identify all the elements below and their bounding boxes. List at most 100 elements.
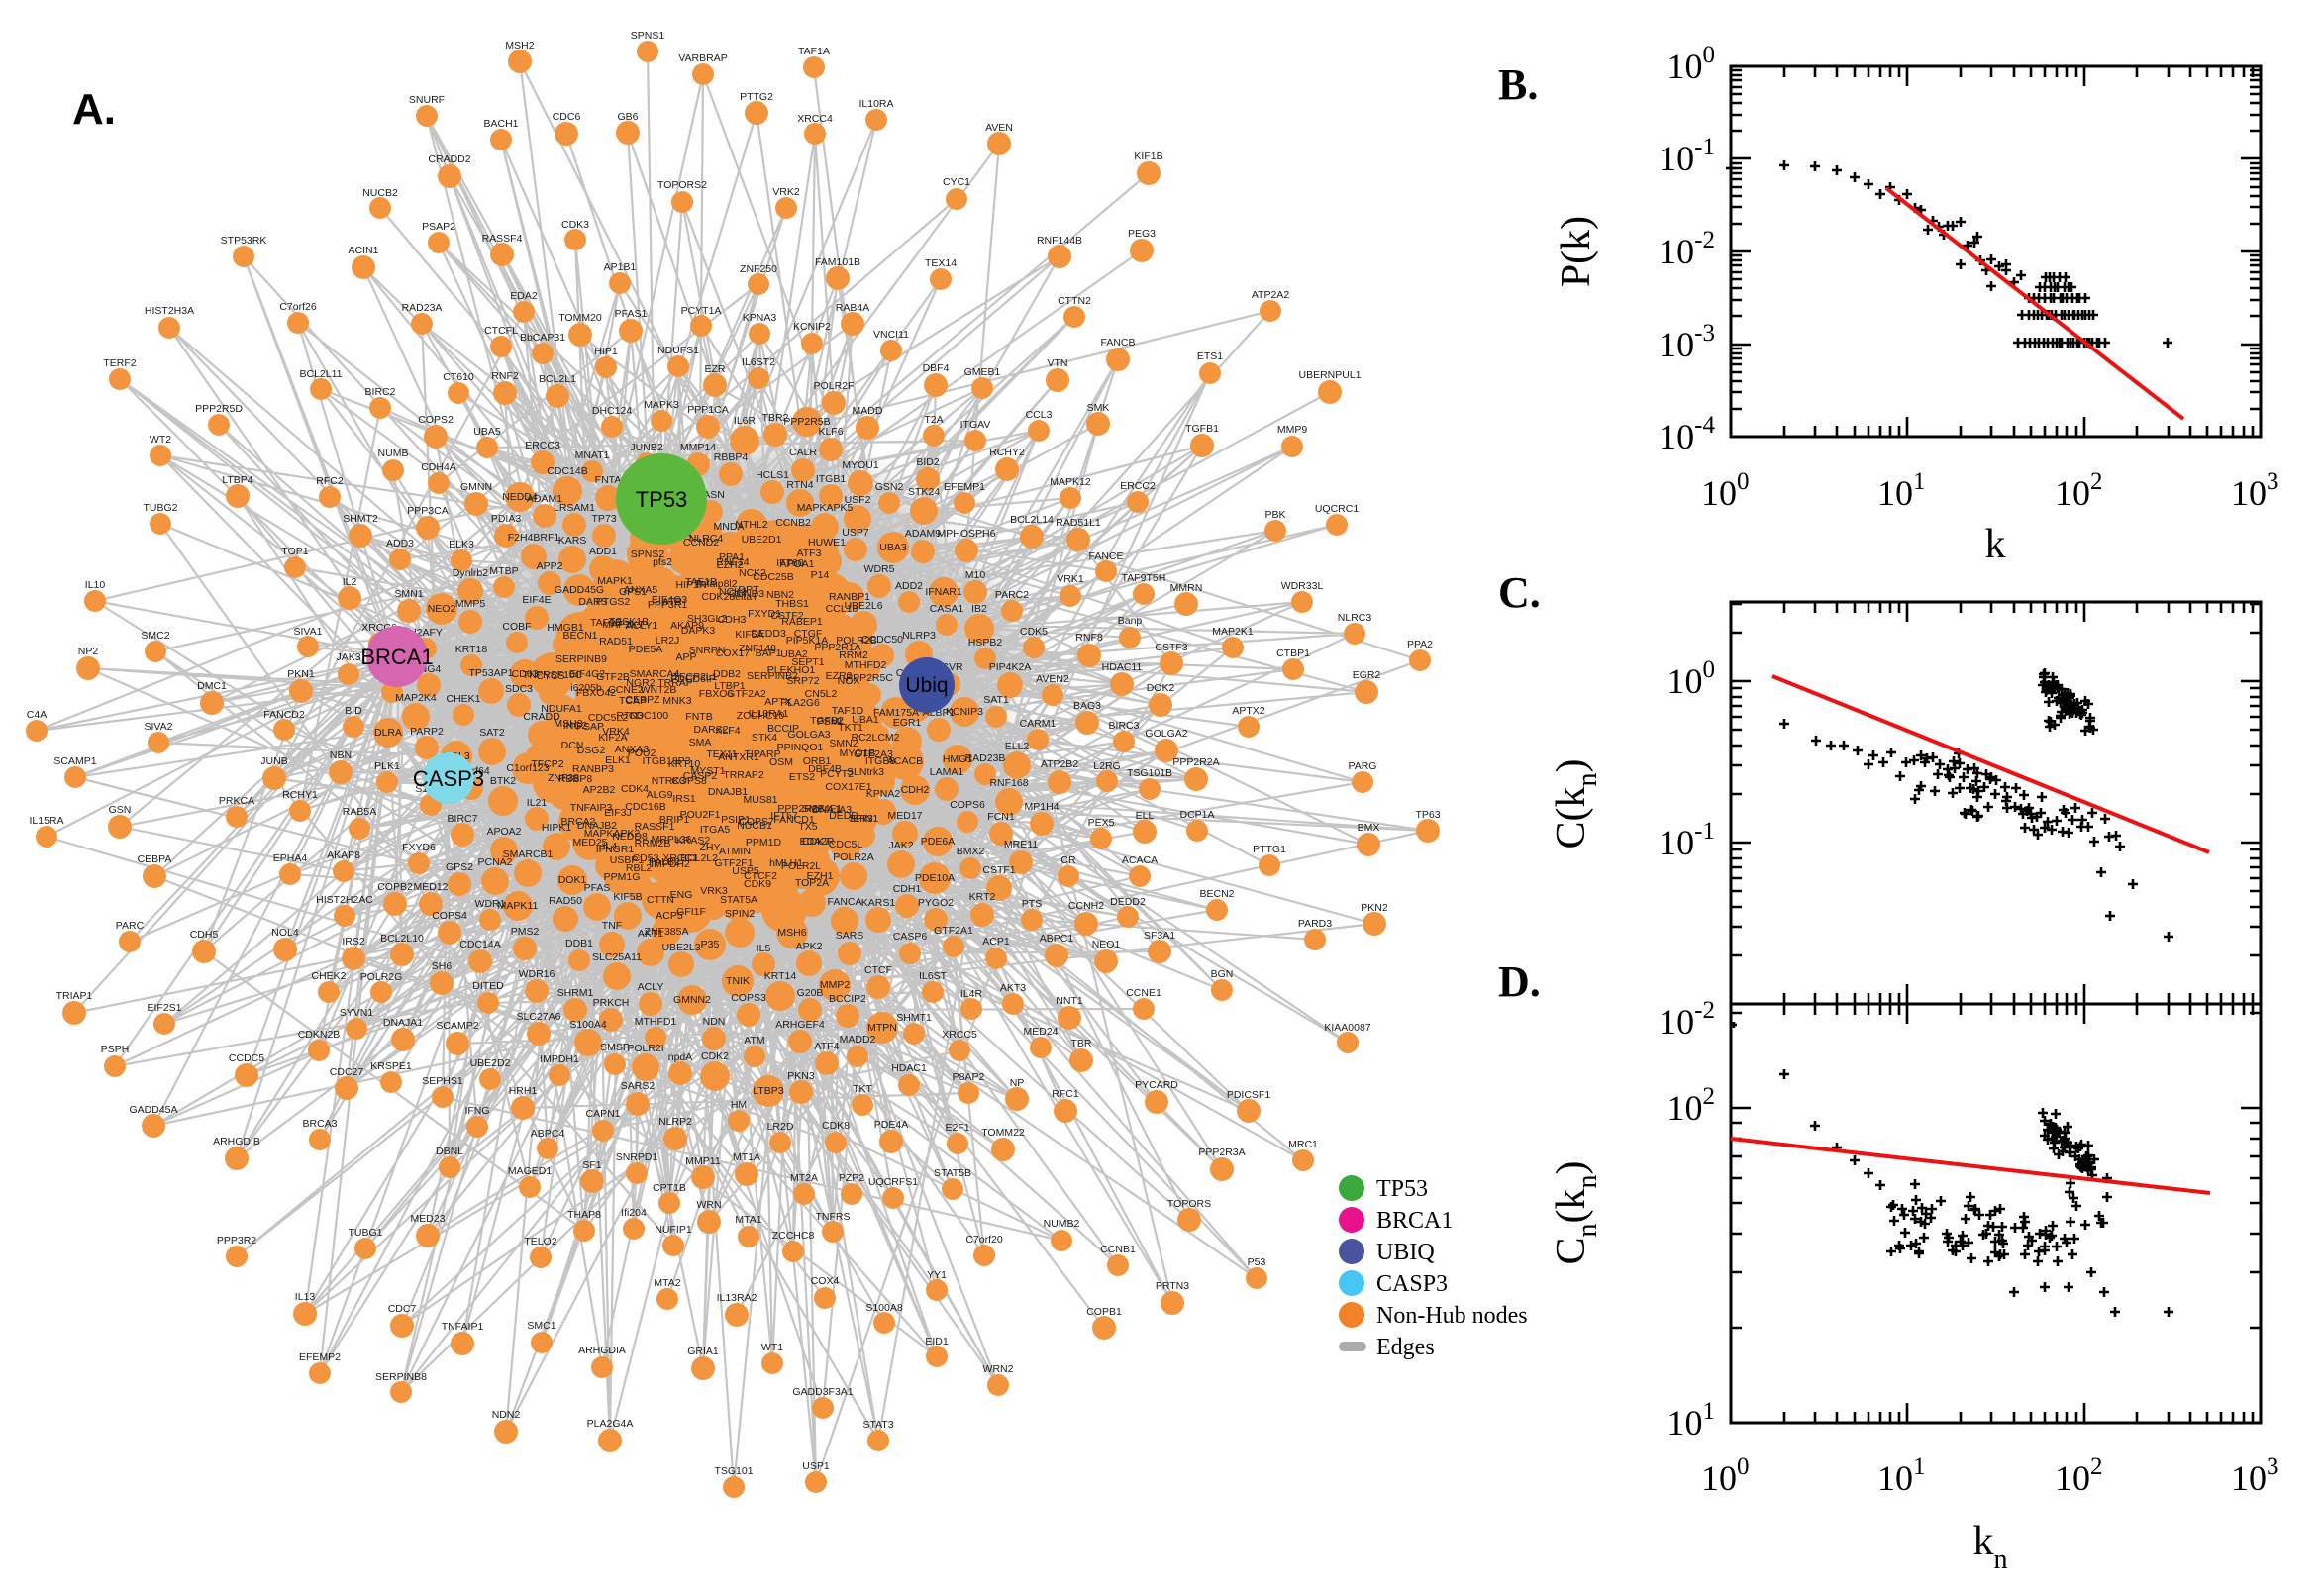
svg-text:PARG: PARG [1349, 760, 1377, 772]
svg-text:DEDD2: DEDD2 [1110, 896, 1146, 908]
svg-text:EZR: EZR [705, 363, 726, 375]
svg-text:EIF2S1: EIF2S1 [147, 1002, 181, 1014]
svg-text:WRN2: WRN2 [983, 1363, 1014, 1375]
svg-text:IFNG: IFNG [464, 1105, 489, 1117]
svg-text:SYVN1: SYVN1 [340, 1007, 374, 1019]
svg-text:GSN2: GSN2 [875, 481, 904, 493]
svg-text:PPP2R5B: PPP2R5B [783, 416, 830, 428]
svg-text:BRCA3: BRCA3 [302, 1118, 337, 1130]
svg-text:SMK: SMK [1087, 402, 1110, 414]
svg-text:ACLY1: ACLY1 [626, 620, 658, 632]
svg-text:P(k): P(k) [1554, 216, 1599, 287]
svg-text:XRCC5: XRCC5 [942, 1029, 977, 1041]
svg-text:ZNF38: ZNF38 [548, 772, 579, 784]
svg-text:UBA3: UBA3 [879, 542, 907, 553]
svg-text:MED17: MED17 [887, 810, 922, 822]
svg-text:RNF8: RNF8 [1075, 632, 1103, 644]
svg-text:WT2: WT2 [150, 434, 171, 446]
svg-text:IRS2: IRS2 [342, 936, 365, 948]
svg-text:TOMM22: TOMM22 [981, 1127, 1025, 1139]
svg-text:CDC100: CDC100 [629, 710, 668, 722]
svg-text:DAPK3: DAPK3 [681, 625, 716, 637]
svg-text:BRIP1: BRIP1 [659, 814, 690, 826]
svg-text:WDR1: WDR1 [475, 898, 506, 910]
svg-text:CDC7: CDC7 [388, 1303, 417, 1315]
svg-text:TAF1A: TAF1A [798, 46, 830, 57]
svg-text:RRM2: RRM2 [839, 649, 868, 661]
svg-text:IL10: IL10 [85, 579, 106, 591]
svg-text:CCNB2: CCNB2 [775, 517, 811, 529]
svg-text:BCL2L1: BCL2L1 [539, 373, 576, 385]
svg-text:WRN: WRN [696, 1199, 721, 1211]
svg-text:Ubiq: Ubiq [905, 674, 948, 697]
svg-text:COBF: COBF [502, 621, 531, 633]
svg-text:CCND3: CCND3 [729, 588, 764, 600]
svg-text:KRSPE1: KRSPE1 [370, 1060, 412, 1072]
svg-text:TUBG1: TUBG1 [348, 1227, 382, 1239]
svg-text:KIF1B: KIF1B [1134, 150, 1162, 162]
svg-text:PMS2: PMS2 [511, 926, 540, 938]
svg-text:AKT1: AKT1 [638, 928, 663, 940]
svg-text:MMP9: MMP9 [1277, 424, 1307, 436]
svg-text:TRIAP1: TRIAP1 [56, 990, 93, 1002]
svg-text:PPP3R2: PPP3R2 [217, 1235, 256, 1247]
svg-text:FNTA: FNTA [595, 474, 622, 486]
svg-text:CDK2: CDK2 [701, 1050, 729, 1062]
svg-text:ITGB18P3: ITGB18P3 [642, 755, 690, 767]
svg-text:IER3: IER3 [850, 813, 873, 825]
svg-text:VARBRAP: VARBRAP [678, 52, 727, 64]
svg-text:FANCD1: FANCD1 [773, 814, 815, 826]
svg-text:BACH1: BACH1 [483, 118, 518, 130]
svg-text:GTF2A1: GTF2A1 [934, 925, 973, 937]
svg-text:Ifi204: Ifi204 [621, 1207, 647, 1219]
svg-text:SERPINB9: SERPINB9 [556, 653, 607, 665]
svg-text:NDUFA1: NDUFA1 [541, 703, 582, 715]
svg-text:SCAMP1: SCAMP1 [53, 755, 96, 767]
svg-text:IMPDH1: IMPDH1 [540, 1053, 579, 1065]
svg-text:GADD45G: GADD45G [555, 584, 604, 596]
svg-text:KIF5B: KIF5B [613, 891, 642, 903]
svg-text:BRCA2: BRCA2 [560, 816, 595, 828]
svg-text:BRCA1: BRCA1 [360, 645, 433, 669]
svg-text:CYCS: CYCS [536, 670, 564, 682]
svg-text:LRSAM1: LRSAM1 [554, 502, 595, 514]
svg-text:103: 103 [2231, 1453, 2279, 1498]
svg-text:C1orf123: C1orf123 [506, 762, 549, 774]
svg-text:ARHGDIB: ARHGDIB [213, 1136, 260, 1147]
svg-text:TNF: TNF [602, 920, 622, 932]
svg-text:TAF9B: TAF9B [590, 617, 622, 629]
svg-text:P8AP2: P8AP2 [953, 1071, 985, 1083]
svg-text:VRK1: VRK1 [1057, 573, 1084, 585]
svg-text:PSAP2: PSAP2 [422, 221, 455, 233]
svg-text:TBR: TBR [1071, 1038, 1092, 1049]
svg-text:IB2: IB2 [971, 603, 987, 615]
svg-text:HCLS1: HCLS1 [756, 469, 789, 481]
svg-text:LTBP3: LTBP3 [753, 1085, 783, 1097]
svg-text:MRC1: MRC1 [1288, 1139, 1318, 1150]
svg-text:F2H4BRF1: F2H4BRF1 [508, 532, 560, 544]
svg-text:NP2: NP2 [78, 646, 99, 657]
svg-text:ADAM9: ADAM9 [905, 528, 941, 540]
svg-text:CCL18: CCL18 [826, 603, 858, 615]
svg-text:RAD50: RAD50 [549, 895, 582, 907]
svg-text:APOA1: APOA1 [779, 558, 814, 570]
svg-text:ACACA: ACACA [1122, 854, 1158, 866]
svg-text:MRPL36: MRPL36 [652, 834, 692, 846]
svg-text:BMX: BMX [1358, 822, 1380, 834]
svg-text:TOP1: TOP1 [281, 546, 308, 557]
svg-text:S100A8: S100A8 [865, 1302, 903, 1314]
svg-text:EIF4G2: EIF4G2 [569, 668, 605, 680]
svg-text:NCK2: NCK2 [739, 567, 766, 579]
svg-text:CDC5L: CDC5L [829, 839, 863, 850]
svg-text:MMP14: MMP14 [680, 442, 716, 453]
svg-text:PARP2: PARP2 [410, 726, 444, 738]
svg-text:LAMA1: LAMA1 [930, 766, 964, 778]
svg-text:THAP8: THAP8 [567, 1209, 601, 1221]
svg-text:MTA1: MTA1 [735, 1214, 761, 1226]
svg-text:CDH2: CDH2 [901, 784, 930, 796]
svg-text:SMC2: SMC2 [141, 630, 169, 642]
svg-text:CTCF: CTCF [864, 964, 892, 976]
svg-text:SMN2: SMN2 [829, 738, 858, 749]
svg-text:MTHFD1: MTHFD1 [635, 1016, 677, 1028]
svg-text:i6205b: i6205b [570, 682, 602, 694]
